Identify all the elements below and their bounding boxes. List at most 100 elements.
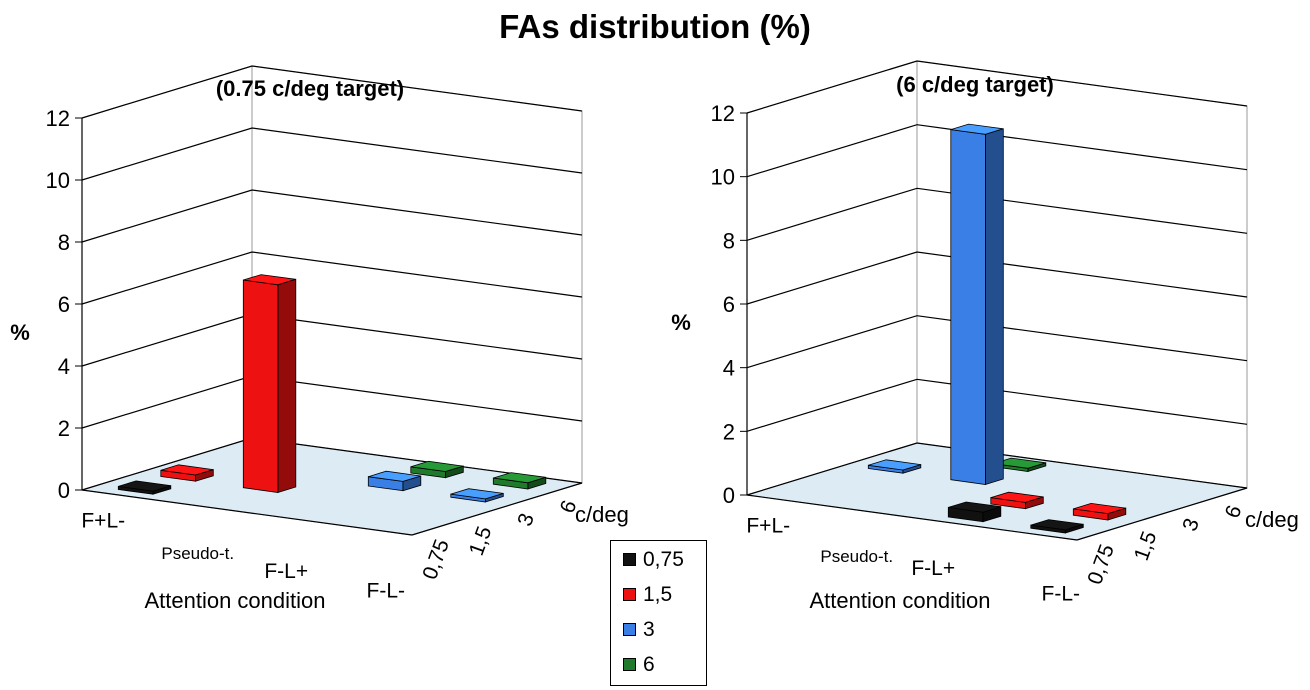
depth-tick-label: 3 (513, 510, 539, 529)
y-tick-label: 4 (58, 354, 70, 379)
gridline (81, 189, 583, 243)
bar-front (242, 279, 279, 493)
depth-tick-label: 0,75 (418, 536, 454, 582)
y-tick-label: 0 (58, 478, 70, 503)
bar (947, 501, 1002, 523)
legend-swatch (623, 553, 636, 566)
bar (1030, 519, 1084, 534)
depth-axis-label: c/deg (1245, 507, 1299, 532)
legend-swatch (623, 623, 636, 636)
y-tick-label: 10 (46, 168, 70, 193)
bar-top (243, 274, 296, 286)
bar-top (950, 123, 1004, 135)
depth-tick-label: 1,5 (1130, 528, 1162, 563)
y-axis-label: % (10, 320, 30, 345)
gridline (746, 187, 1248, 241)
bar-top (1030, 519, 1084, 531)
depth-axis-line (411, 482, 583, 536)
bar (410, 460, 464, 479)
bar-top (160, 464, 214, 476)
x-tick-label: F+L- (746, 515, 790, 538)
bar-top (368, 470, 421, 482)
legend-label: 1,5 (643, 582, 673, 606)
x-tick-label: F+L- (81, 510, 125, 533)
legend-label: 0,75 (643, 547, 684, 571)
bar (450, 488, 504, 503)
gridline (81, 251, 583, 305)
depth-tick-label: 1,5 (465, 523, 497, 558)
bar-front (950, 129, 986, 485)
gridline (81, 127, 583, 181)
chart-subtitle: (0.75 c/deg target) (216, 76, 404, 101)
y-axis-label: % (671, 310, 691, 335)
y-tick-label: 10 (711, 165, 735, 190)
legend-label: 6 (643, 652, 655, 676)
bar-side (984, 128, 1004, 486)
bar-top (1073, 502, 1126, 515)
y-tick-label: 2 (723, 419, 735, 444)
gridline (746, 124, 1248, 178)
gridline (746, 442, 1248, 496)
bar (867, 459, 922, 474)
bar (492, 472, 547, 490)
depth-tick-label: 3 (1178, 515, 1204, 534)
gridline (746, 251, 1248, 305)
bar-top (993, 457, 1046, 469)
x-axis-label: Attention condition (809, 588, 990, 613)
legend-item: 0,75 (611, 543, 706, 576)
bar (242, 274, 297, 494)
y-tick-label: 8 (723, 228, 735, 253)
y-tick-label: 0 (723, 483, 735, 508)
x-tick-label: F-L- (1042, 582, 1081, 605)
gridline (746, 378, 1248, 432)
gridline (81, 65, 583, 119)
bar (367, 470, 422, 492)
x-tick-label: Pseudo-t. (161, 544, 234, 563)
bar-top (948, 501, 1001, 513)
bar (160, 464, 214, 482)
depth-tick-label: 0,75 (1083, 541, 1119, 587)
bar (950, 123, 1004, 486)
bar-top (450, 488, 504, 500)
y-tick-label: 8 (58, 230, 70, 255)
bar-top (493, 472, 546, 484)
chart-title: FAs distribution (%) (499, 8, 811, 45)
bar-top (410, 460, 464, 472)
bar (992, 457, 1047, 473)
x-tick-label: Pseudo-t. (820, 547, 893, 566)
x-axis-label: Attention condition (144, 588, 325, 613)
legend-item: 6 (611, 648, 706, 681)
bar-top (990, 491, 1044, 503)
chart-subtitle: (6 c/deg target) (896, 72, 1054, 97)
gridline (746, 60, 1248, 114)
depth-axis-line (1076, 487, 1248, 541)
y-tick-label: 12 (711, 101, 735, 126)
depth-axis-label: c/deg (575, 502, 629, 527)
bar (117, 480, 172, 495)
bar-top (118, 480, 171, 492)
x-axis-line (746, 494, 1078, 541)
legend: 0,75 1,5 3 6 (610, 540, 707, 686)
x-axis-line (81, 489, 413, 536)
x-tick-label: F-L- (367, 579, 406, 602)
legend-item: 1,5 (611, 578, 706, 611)
legend-swatch (623, 588, 636, 601)
y-tick-label: 2 (58, 416, 70, 441)
x-tick-label: F-L+ (911, 557, 955, 580)
y-tick-label: 6 (723, 292, 735, 317)
y-tick-label: 12 (46, 106, 70, 131)
bar-top (868, 459, 921, 471)
bar-side (277, 278, 297, 494)
y-tick-label: 6 (58, 292, 70, 317)
y-tick-label: 4 (723, 356, 735, 381)
gridline (746, 315, 1248, 369)
legend-label: 3 (643, 617, 655, 641)
depth-tick-label: 6 (1221, 502, 1247, 521)
bar (1072, 502, 1127, 521)
legend-swatch (623, 658, 636, 671)
legend-item: 3 (611, 613, 706, 646)
x-tick-label: F-L+ (264, 560, 308, 583)
bar (990, 491, 1044, 510)
